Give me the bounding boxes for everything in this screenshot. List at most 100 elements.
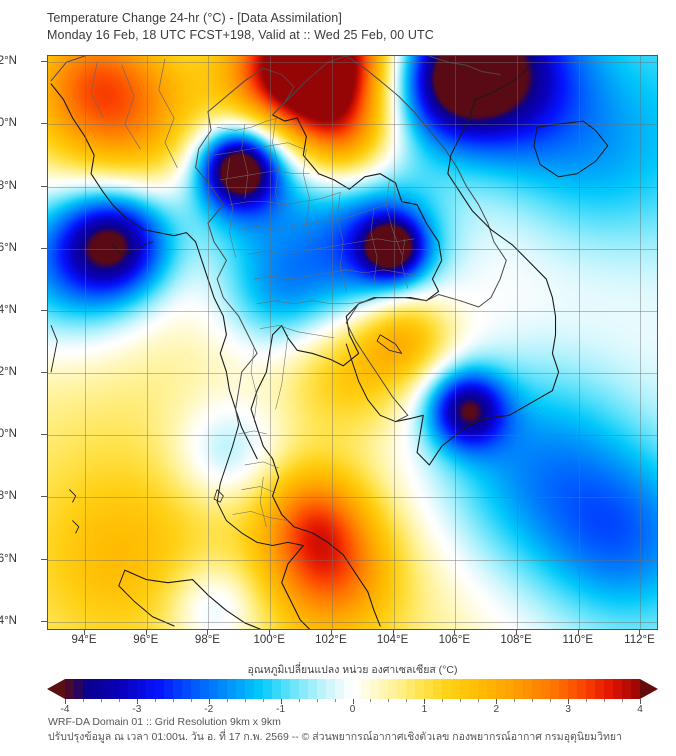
longitude-tick	[207, 630, 209, 635]
colorbar-segment	[361, 679, 371, 699]
colorbar-minor-tick	[532, 699, 534, 702]
longitude-tick	[516, 630, 518, 635]
longitude-tick-label: 112°E	[624, 634, 655, 646]
longitude-tick-label: 100°E	[253, 634, 285, 646]
latitude-tick-label: 22°N	[0, 55, 17, 68]
chart-header: Temperature Change 24-hr (°C) - [Data As…	[47, 10, 657, 44]
latitude-tick-label: 20°N	[0, 117, 17, 130]
colorbar-segment	[487, 679, 497, 699]
colorbar-tick-label: -4	[60, 704, 70, 715]
colorbar-minor-tick	[190, 699, 192, 702]
colorbar-segment	[523, 679, 533, 699]
border-thailand-province-13	[232, 511, 289, 521]
colorbar-segment	[478, 679, 488, 699]
colorbar-minor-tick	[604, 699, 606, 702]
colorbar-minor-tick	[82, 699, 84, 702]
coastline-myanmar-west	[50, 83, 258, 460]
coastline-malaysia-east	[327, 541, 381, 627]
colorbar-segment	[415, 679, 425, 699]
forecast-validity-subtitle: Monday 16 Feb, 18 UTC FCST+198, Valid at…	[47, 28, 434, 42]
border-thailand-province-2	[213, 142, 304, 156]
border-myanmar-china-laos	[207, 67, 295, 116]
latitude-tick	[41, 247, 47, 249]
colorbar-segment	[406, 679, 416, 699]
colorbar-segment	[172, 679, 182, 699]
colorbar-segment	[253, 679, 263, 699]
longitude-tick	[84, 630, 86, 635]
latitude-tick	[41, 496, 47, 498]
coastline-cambodia	[345, 343, 397, 423]
colorbar-segment	[532, 679, 542, 699]
latitude-tick-label: 16°N	[0, 241, 17, 254]
latitude-tick	[41, 434, 47, 436]
coastline-aceh	[124, 569, 194, 584]
colorbar-minor-tick	[316, 699, 318, 702]
colorbar-gradient	[65, 679, 640, 699]
coastline-thailand-andaman	[216, 424, 304, 546]
colorbar-under-arrow	[47, 679, 65, 699]
latitude-tick	[41, 309, 47, 311]
colorbar-segment	[244, 679, 254, 699]
latitude-tick-label: 10°N	[0, 428, 17, 441]
colorbar-ticks	[65, 699, 641, 704]
colorbar-minor-tick	[262, 699, 264, 702]
latitude-tick	[41, 620, 47, 622]
colorbar-segment	[316, 679, 326, 699]
colorbar-segment	[307, 679, 317, 699]
islands-nicobar-n	[72, 520, 80, 534]
colorbar-segment	[613, 679, 623, 699]
latitude-tick-label: 6°N	[0, 552, 17, 565]
coastline-malaysia-west	[281, 544, 310, 629]
colorbar-tick-label: -1	[276, 704, 286, 715]
colorbar-segment	[136, 679, 146, 699]
latitude-tick-label: 12°N	[0, 366, 17, 379]
colorbar-segment	[469, 679, 479, 699]
colorbar-major-tick	[280, 699, 282, 704]
colorbar-segment	[82, 679, 92, 699]
longitude-tick-label: 106°E	[438, 634, 471, 646]
colorbar-minor-tick	[442, 699, 444, 702]
longitude-tick	[639, 630, 641, 635]
coastline-vietnam	[395, 98, 560, 466]
border-thailand-province-18	[370, 207, 378, 283]
colorbar-tick-label: -3	[132, 704, 142, 715]
colorbar-segment	[73, 679, 83, 699]
colorbar-tick-label: 2	[493, 704, 500, 715]
colorbar-segment	[451, 679, 461, 699]
colorbar-segment	[289, 679, 299, 699]
colorbar-minor-tick	[100, 699, 102, 702]
page-title: Temperature Change 24-hr (°C) - [Data As…	[47, 11, 342, 25]
colorbar-segment	[199, 679, 209, 699]
island-phuket	[213, 489, 224, 503]
colorbar-segment	[280, 679, 290, 699]
colorbar-segment	[595, 679, 605, 699]
longitude-tick-label: 102°E	[315, 634, 347, 646]
colorbar-segment	[118, 679, 128, 699]
colorbar-segment	[379, 679, 389, 699]
colorbar-segment	[190, 679, 200, 699]
border-thailand-province-5	[238, 204, 387, 230]
colorbar-minor-tick	[388, 699, 390, 702]
colorbar-segment	[298, 679, 308, 699]
colorbar-segment	[604, 679, 614, 699]
longitude-tick-label: 96°E	[133, 634, 159, 646]
latitude-tick-label: 14°N	[0, 303, 17, 316]
colorbar-major-tick	[208, 699, 210, 704]
colorbar-major-tick	[568, 699, 570, 704]
longitude-tick-label: 98°E	[194, 634, 220, 646]
colorbar-minor-tick	[172, 699, 174, 702]
colorbar-major-tick	[424, 699, 426, 704]
border-laos-china	[272, 56, 347, 116]
colorbar-segment	[550, 679, 560, 699]
colorbar-minor-tick	[154, 699, 156, 702]
longitude-tick-label: 110°E	[562, 634, 594, 646]
colorbar-minor-tick	[514, 699, 516, 702]
colorbar-minor-tick	[622, 699, 624, 702]
map-plot-area	[47, 55, 658, 630]
colorbar-segment	[433, 679, 443, 699]
border-myanmar-thailand	[195, 111, 258, 426]
colorbar-tick-label: 1	[421, 704, 428, 715]
border-myanmar-state-3	[90, 61, 104, 119]
colorbar-major-tick	[496, 699, 498, 704]
latitude-tick	[41, 185, 47, 187]
